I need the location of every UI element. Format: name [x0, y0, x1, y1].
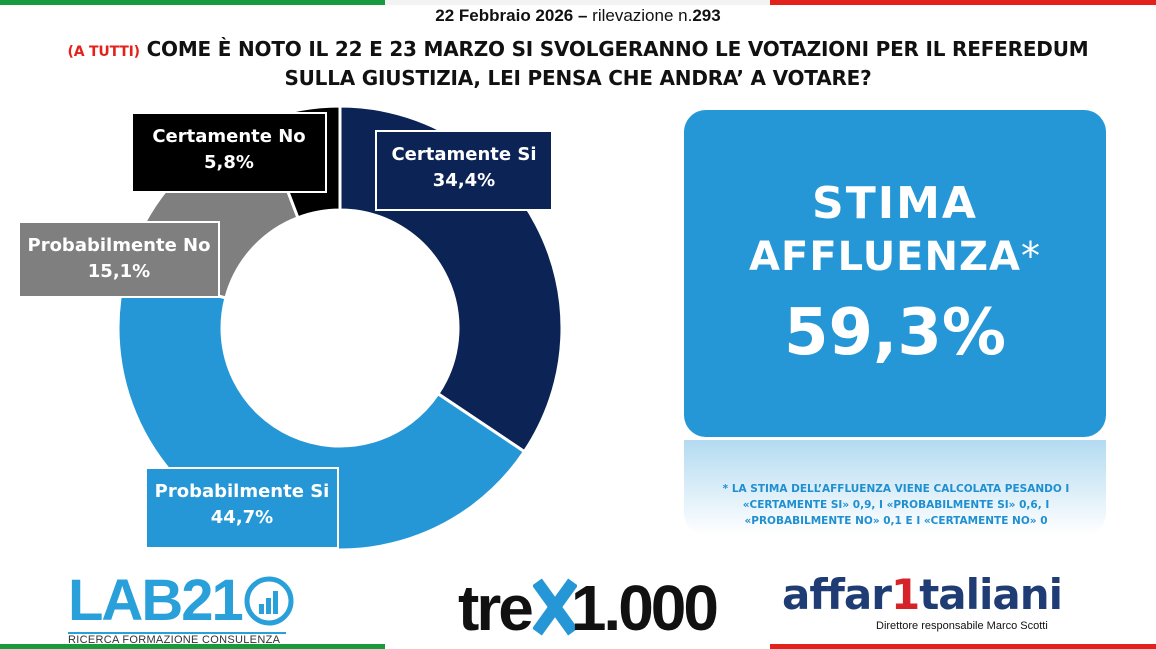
aff-one: 1 — [890, 570, 920, 619]
slice-name-probabilmente-no: Probabilmente No — [27, 235, 211, 256]
estimate-line-1: STIMA — [812, 178, 978, 229]
trex-right: 1.000 — [570, 572, 719, 644]
footnote-line-2: «CERTAMENTE SI» 0,9, I «PROBABILMENTE SI… — [742, 499, 1050, 511]
survey-header: 22 Febbraio 2026 – rilevazione n.293 — [0, 6, 1156, 26]
estimate-line-2-wrap: AFFLUENZA* — [684, 234, 1106, 280]
slice-name-certamente-no: Certamente No — [152, 126, 306, 147]
x-mark-icon — [531, 578, 578, 636]
flag-bar-green-bottom — [0, 644, 385, 649]
estimate-value: 59,3% — [783, 296, 1007, 370]
survey-label: rilevazione n. — [592, 6, 693, 25]
lab21-tagline: RICERCA FORMAZIONE CONSULENZA — [68, 632, 286, 646]
affaritaliani-director: Direttore responsabile Marco Scotti — [876, 620, 1048, 632]
slice-label-probabilmente-si: Probabilmente Si 44,7% — [145, 467, 339, 549]
aff-right: taliani — [919, 570, 1063, 619]
slice-value-certamente-no: 5,8% — [204, 152, 254, 173]
slice-value-probabilmente-si: 44,7% — [210, 507, 274, 528]
footnote-line-1: * LA STIMA DELL’AFFLUENZA VIENE CALCOLAT… — [722, 483, 1070, 495]
estimate-box-reflection — [684, 440, 1106, 535]
trex-left: tre — [458, 572, 534, 644]
question-title: (A TUTTI) COME È NOTO IL 22 E 23 MARZO S… — [30, 36, 1126, 91]
slice-label-certamente-no: Certamente No 5,8% — [131, 112, 327, 193]
chart-growth-icon — [244, 576, 294, 626]
affaritaliani-logo: affar1taliani — [782, 570, 1063, 619]
aff-left: affar — [782, 570, 892, 619]
trex1000-logo: tre 1.000 — [458, 572, 719, 644]
turnout-estimate-box: STIMA AFFLUENZA* 59,3% — [684, 110, 1106, 437]
question-tag: (A TUTTI) — [67, 44, 140, 60]
estimate-line-2: AFFLUENZA — [749, 234, 1021, 280]
survey-number: 293 — [692, 6, 721, 25]
lab21-logo: LAB21 RICERCA FORMAZIONE CONSULENZA — [68, 572, 294, 646]
estimate-asterisk: * — [1020, 234, 1041, 278]
flag-bar-red-top — [770, 0, 1156, 5]
slice-value-probabilmente-no: 15,1% — [87, 261, 151, 282]
slice-name-probabilmente-si: Probabilmente Si — [154, 481, 330, 502]
slice-value-certamente-si: 34,4% — [432, 170, 496, 191]
lab21-wordmark: LAB21 — [68, 568, 244, 633]
footnote-line-3: «PROBABILMENTE NO» 0,1 E I «CERTAMENTE N… — [744, 515, 1048, 527]
header-separator: – — [573, 6, 593, 25]
flag-bar-green-top — [0, 0, 385, 5]
flag-bar-red-bottom — [770, 644, 1156, 649]
slice-label-certamente-si: Certamente Si 34,4% — [375, 130, 553, 211]
flag-bar-white-top — [385, 0, 770, 5]
slice-label-probabilmente-no: Probabilmente No 15,1% — [18, 221, 220, 298]
estimate-footnote: * LA STIMA DELL’AFFLUENZA VIENE CALCOLAT… — [700, 481, 1092, 529]
slice-name-certamente-si: Certamente Si — [391, 144, 537, 165]
survey-date: 22 Febbraio 2026 — [435, 6, 574, 25]
question-line-2: SULLA GIUSTIZIA, LEI PENSA CHE ANDRA’ A … — [284, 66, 872, 90]
question-line-1: COME È NOTO IL 22 E 23 MARZO SI SVOLGERA… — [139, 37, 1089, 61]
